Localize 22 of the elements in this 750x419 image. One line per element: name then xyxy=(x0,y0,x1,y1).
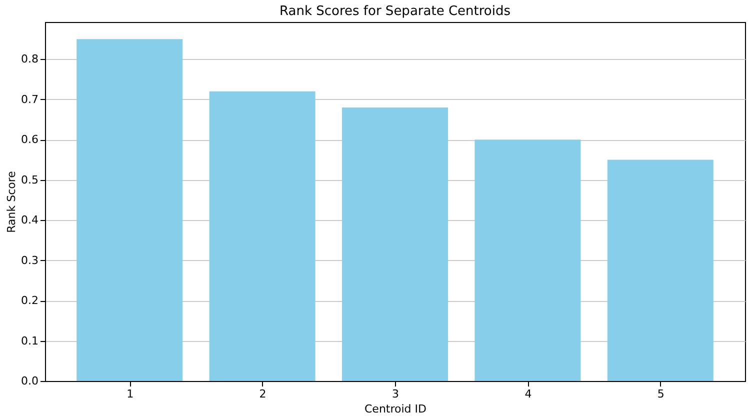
y-tick-label: 0.0 xyxy=(21,374,38,388)
y-tick-label: 0.3 xyxy=(21,254,38,267)
y-tick-label: 0.7 xyxy=(21,92,38,106)
x-tick-label: 3 xyxy=(392,388,399,400)
y-tick-label: 0.4 xyxy=(21,214,38,227)
x-tick-label: 4 xyxy=(524,388,532,400)
x-tick-label: 1 xyxy=(126,388,134,400)
bar xyxy=(342,107,448,381)
y-tick-label: 0.8 xyxy=(21,52,38,66)
y-tick-label: 0.5 xyxy=(21,173,38,186)
x-tick-label: 2 xyxy=(259,388,266,400)
x-tick-label: 5 xyxy=(657,388,664,400)
bar xyxy=(209,91,316,381)
y-tick-label: 0.2 xyxy=(21,294,38,308)
y-tick-label: 0.6 xyxy=(21,133,38,146)
y-axis-title: Rank Score xyxy=(5,170,18,233)
chart-title: Rank Scores for Separate Centroids xyxy=(279,4,511,19)
x-axis-title: Centroid ID xyxy=(364,402,426,416)
bar xyxy=(76,39,183,381)
bar xyxy=(474,140,581,381)
y-tick-label: 0.1 xyxy=(21,334,38,348)
bar xyxy=(607,160,714,381)
